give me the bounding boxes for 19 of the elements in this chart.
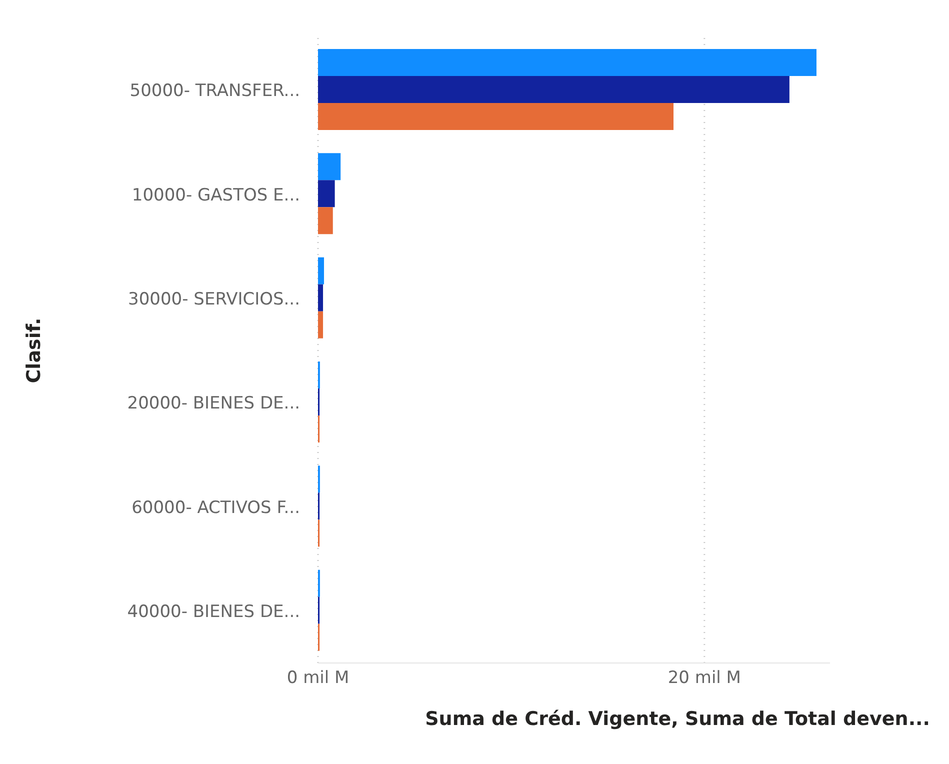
bar — [318, 49, 816, 76]
x-tick-label: 0 mil M — [286, 668, 350, 688]
y-axis-title: Clasif. — [23, 318, 45, 384]
bar — [318, 207, 333, 234]
bar — [318, 153, 341, 180]
y-tick-label: 30000- SERVICIOS... — [128, 289, 300, 310]
bar — [318, 257, 324, 284]
y-tick-label: 10000- GASTOS E... — [132, 185, 300, 206]
bar — [318, 76, 790, 103]
bar — [318, 284, 324, 312]
y-tick-label: 20000- BIENES DE... — [127, 394, 300, 414]
y-tick-label: 60000- ACTIVOS F... — [132, 498, 300, 518]
bar — [318, 103, 674, 130]
bar — [318, 311, 324, 338]
x-axis-title: Suma de Créd. Vigente, Suma de Total deven... — [425, 708, 930, 730]
bar — [318, 180, 335, 208]
x-tick-label: 20 mil M — [668, 668, 741, 688]
y-tick-label: 50000- TRANSFER... — [130, 81, 300, 102]
y-tick-label: 40000- BIENES DE... — [127, 602, 300, 622]
